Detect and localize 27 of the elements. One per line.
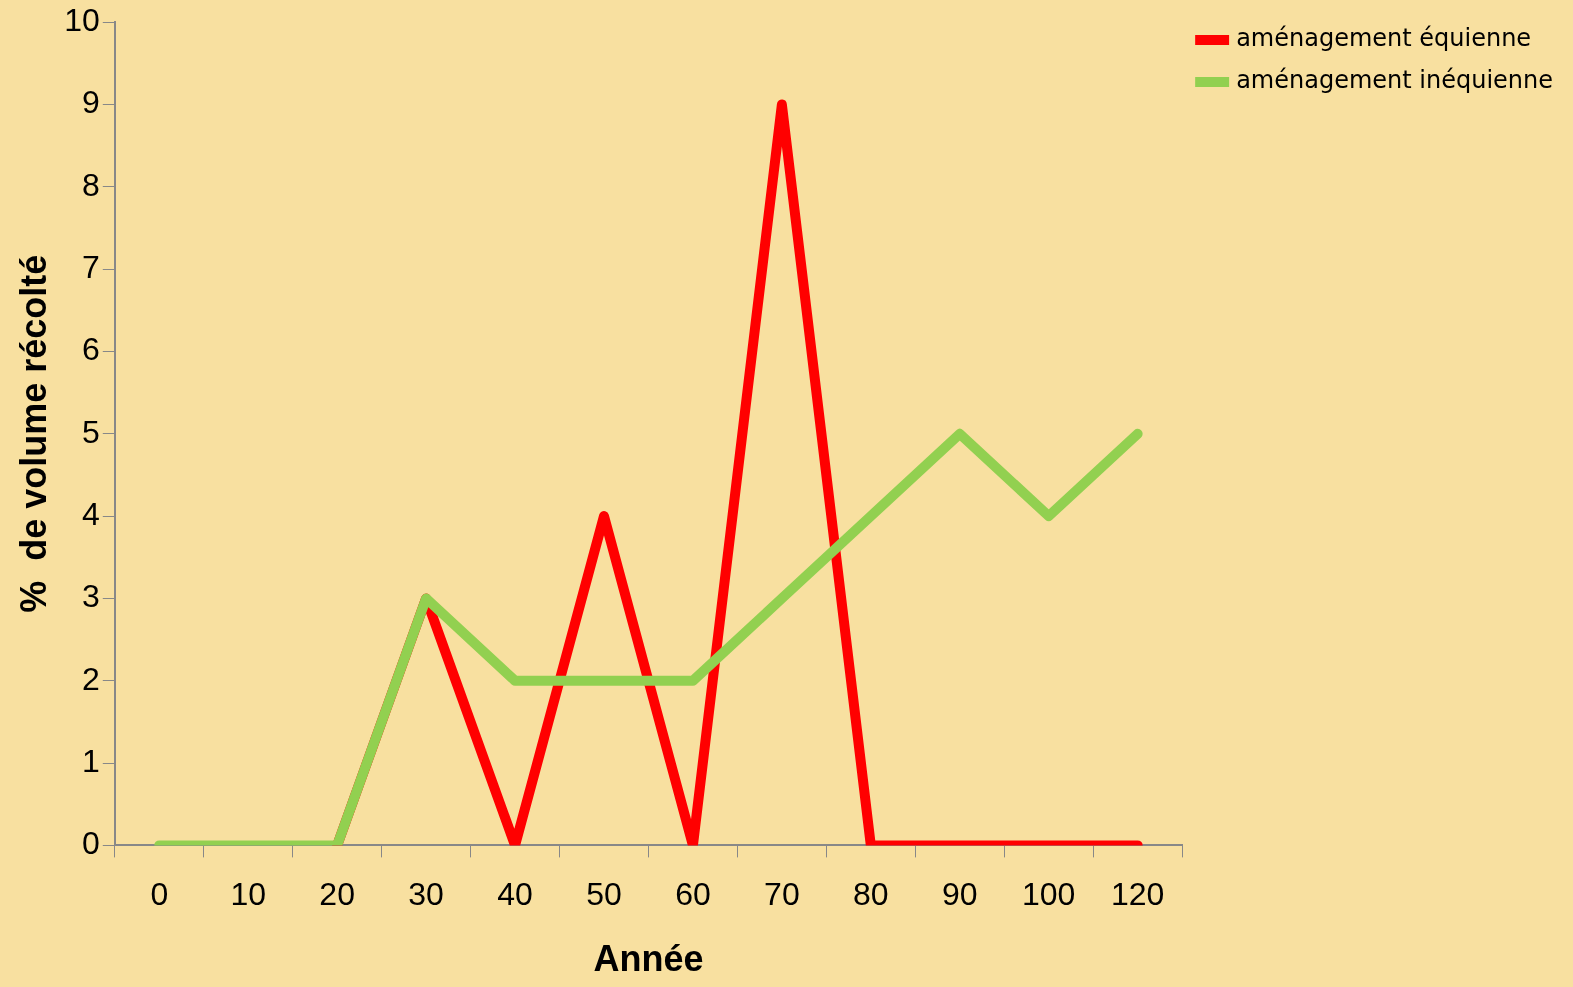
x-tick-label: 30 [408,876,444,913]
y-tick-label: 5 [82,413,100,450]
x-tick-label: 20 [319,876,355,913]
y-axis-title: % de volume récolté [12,254,54,613]
y-tick-label: 0 [82,825,100,862]
x-tick-label: 10 [230,876,267,913]
x-tick-label: 100 [1022,876,1076,913]
x-tick-label: 70 [764,876,800,913]
x-tick-label: 50 [586,876,622,913]
x-tick-label: 80 [853,876,889,913]
x-tick-label: 40 [497,876,533,913]
y-tick-label: 10 [64,2,100,39]
y-tick-label: 2 [82,660,100,697]
legend-label: aménagement équienne [1236,24,1532,53]
x-tick-label: 60 [675,876,711,913]
y-tick-label: 1 [82,742,100,779]
y-tick-label: 6 [82,331,100,368]
y-tick-label: 4 [82,495,100,532]
y-tick-label: 8 [82,166,100,203]
y-tick-label: 9 [82,84,100,121]
y-tick-label: 3 [82,578,100,615]
x-tick-label: 0 [150,876,169,913]
x-tick-label: 120 [1110,876,1165,913]
legend-label: aménagement inéquienne [1236,66,1553,95]
x-tick-label: 90 [941,876,978,913]
x-axis-title: Année [593,938,704,980]
y-tick-label: 7 [82,248,100,285]
